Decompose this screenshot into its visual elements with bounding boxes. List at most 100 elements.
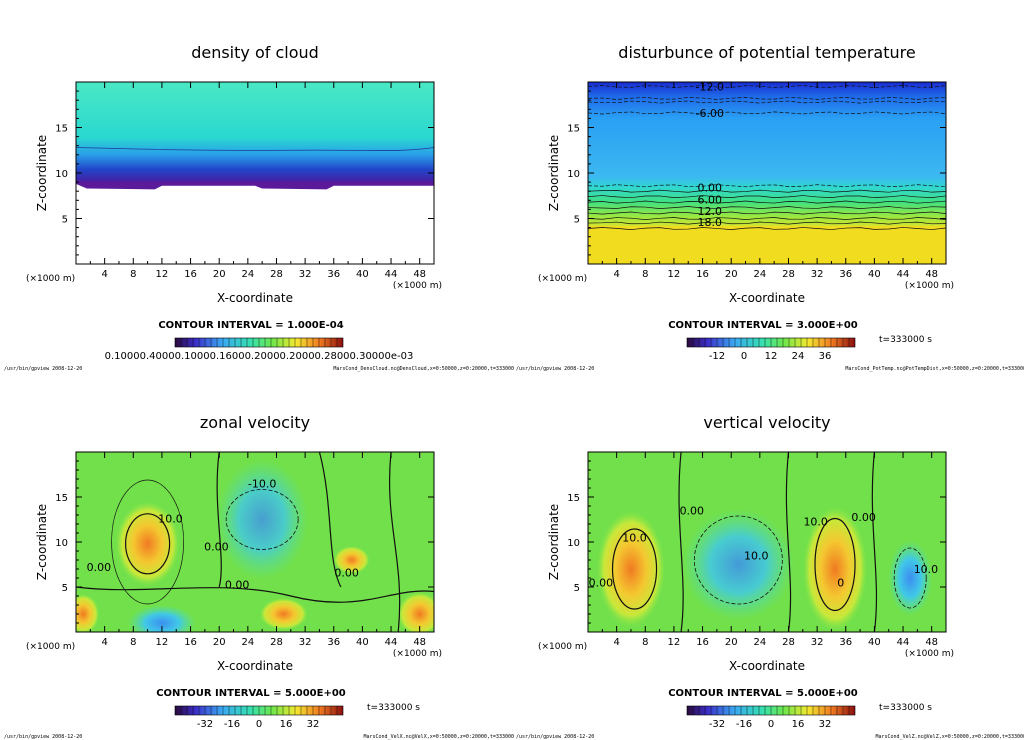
- y-tick-label: 5: [62, 215, 68, 226]
- chart-title: disturbunce of potential temperature: [618, 43, 915, 62]
- contour-label: -10.0: [248, 478, 276, 491]
- contour-line: [588, 195, 946, 199]
- contour-line: [785, 452, 792, 632]
- footer-right: MarsCond_VelZ.nc@VelZ,x=0:50000,z=0:2000…: [875, 734, 1024, 740]
- x-unit-right: (×1000 m): [393, 649, 442, 659]
- x-tick-label: 32: [299, 269, 312, 280]
- x-tick-label: 36: [839, 637, 852, 648]
- contour-line: [693, 515, 783, 605]
- y-axis-label: Z-coordinate: [547, 504, 561, 580]
- footer-left: /usr/bin/gpview 2008-12-20: [4, 366, 82, 372]
- contour-line: [216, 452, 222, 588]
- contour-label: 10.0: [744, 550, 769, 563]
- contour-line: [871, 452, 878, 632]
- x-unit-right: (×1000 m): [393, 281, 442, 291]
- x-tick-label: 8: [130, 637, 136, 648]
- colorbar-label: 24: [792, 351, 805, 362]
- contour-label: 0.00: [204, 541, 229, 554]
- colorbar-label: -32: [197, 719, 213, 730]
- x-tick-label: 8: [642, 637, 648, 648]
- plot-area: -10.0 10.0 0.00 0.00 0.00 0.00: [76, 452, 434, 632]
- y-tick-label: 5: [574, 215, 580, 226]
- time-label: t=333000 s: [879, 335, 932, 345]
- x-tick-label: 44: [897, 637, 910, 648]
- contour-interval: CONTOUR INTERVAL = 1.000E-04: [158, 320, 343, 331]
- x-tick-label: 12: [156, 269, 169, 280]
- positive-anomaly: [397, 592, 434, 632]
- y-tick-label: 15: [567, 493, 580, 504]
- negative-anomaly: [216, 459, 309, 580]
- y-tick-label: 10: [55, 169, 68, 180]
- plot-area: [76, 82, 434, 264]
- footer-right: MarsCond_PotTemp.nc@PotTempDist,x=0:5000…: [845, 366, 1024, 372]
- x-tick-label: 48: [413, 637, 426, 648]
- y-tick-label: 10: [567, 538, 580, 549]
- contour-line: [588, 227, 946, 230]
- positive-anomaly: [596, 511, 665, 627]
- x-axis-label: X-coordinate: [217, 659, 293, 673]
- x-unit-left: (×1000 m): [538, 642, 587, 652]
- colorbar-label: 0: [768, 719, 774, 730]
- plot-area: 10.0 0.00 10.0 10.0 0.00 0 10.0 0.00: [588, 452, 946, 632]
- contour-label: 10.0: [914, 563, 939, 576]
- x-tick-label: 44: [385, 269, 398, 280]
- x-tick-label: 24: [241, 637, 254, 648]
- contour-label: 0: [837, 577, 844, 590]
- contour-line: [611, 528, 658, 610]
- x-tick-label: 24: [241, 269, 254, 280]
- x-unit-left: (×1000 m): [26, 274, 75, 284]
- x-tick-label: 12: [156, 637, 169, 648]
- contour-label: 0.00: [589, 577, 614, 590]
- y-tick-label: 5: [62, 583, 68, 594]
- x-tick-label: 28: [270, 269, 283, 280]
- x-tick-label: 4: [101, 637, 107, 648]
- y-axis-label: Z-coordinate: [35, 504, 49, 580]
- x-unit-left: (×1000 m): [538, 274, 587, 284]
- footer-left: /usr/bin/gpview 2008-12-20: [516, 734, 594, 740]
- x-tick-label: 32: [299, 637, 312, 648]
- contour-label: 10.0: [622, 532, 647, 545]
- x-axis-label: X-coordinate: [217, 291, 293, 305]
- contour-line: [814, 517, 856, 612]
- cloud-field: [76, 82, 434, 184]
- x-tick-label: 48: [925, 269, 938, 280]
- colorbar-label: -32: [709, 719, 725, 730]
- contour-line: [588, 206, 946, 209]
- x-unit-right: (×1000 m): [905, 281, 954, 291]
- colorbar-label: 16: [280, 719, 293, 730]
- footer-right: MarsCond_VelX.nc@VelX,x=0:50000,z=0:2000…: [363, 734, 514, 740]
- x-tick-label: 20: [725, 269, 738, 280]
- footer-right: MarsCond_DensCloud.nc@DensCloud,x=0:5000…: [333, 366, 514, 372]
- contour-interval: CONTOUR INTERVAL = 5.000E+00: [668, 688, 858, 699]
- contour-label: 12.0: [697, 205, 722, 218]
- y-tick-label: 10: [567, 169, 580, 180]
- x-unit-right: (×1000 m): [905, 649, 954, 659]
- contour-line: [76, 586, 434, 603]
- x-tick-label: 4: [101, 269, 107, 280]
- y-tick-label: 10: [55, 538, 68, 549]
- negative-anomaly: [682, 508, 795, 621]
- x-tick-label: 40: [356, 637, 369, 648]
- x-tick-label: 8: [130, 269, 136, 280]
- negative-anomaly: [888, 540, 933, 616]
- x-axis-label: X-coordinate: [729, 659, 805, 673]
- y-tick-label: 5: [574, 583, 580, 594]
- x-tick-label: 40: [356, 269, 369, 280]
- contour-line: [893, 547, 927, 609]
- contour-label: 10.0: [803, 515, 828, 528]
- contour-label: 0.00: [87, 561, 112, 574]
- x-tick-label: 36: [327, 637, 340, 648]
- positive-anomaly: [259, 598, 308, 630]
- contour-label: 18.0: [697, 216, 722, 229]
- contour-line: [125, 513, 171, 575]
- x-unit-left: (×1000 m): [26, 642, 75, 652]
- x-tick-label: 32: [811, 269, 824, 280]
- x-tick-label: 20: [213, 269, 226, 280]
- x-tick-label: 4: [613, 637, 619, 648]
- contour-line: [588, 189, 946, 193]
- time-label: t=333000 s: [367, 703, 420, 713]
- x-tick-label: 12: [668, 269, 681, 280]
